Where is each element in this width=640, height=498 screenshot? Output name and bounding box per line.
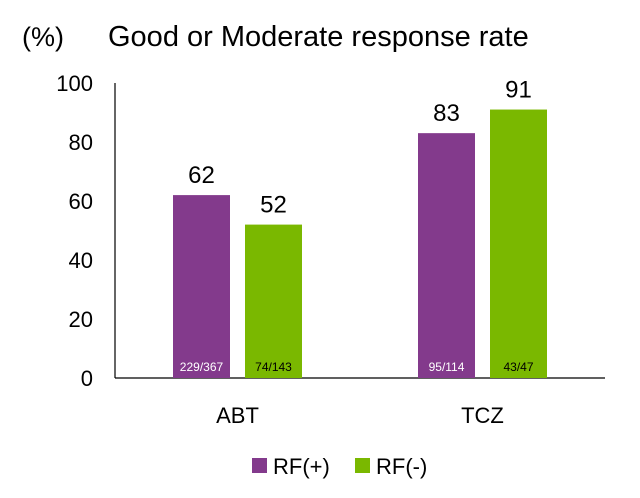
y-tick-label: 40 (69, 248, 93, 273)
y-tick-label: 0 (81, 366, 93, 391)
bar-value-label: 83 (433, 100, 460, 127)
bar-value-label: 52 (260, 192, 287, 219)
y-axis-unit-label: (%) (22, 22, 64, 52)
bar-value-label: 62 (188, 162, 215, 189)
legend-swatch (252, 458, 267, 473)
plot-area: 0 20 40 60 80 100 62 229/367 52 74/143 ABT 83 95/114… (56, 71, 605, 428)
legend-label: RF(+) (273, 454, 330, 479)
bar (490, 109, 547, 379)
y-tick-label: 20 (69, 307, 93, 332)
bar-value-label: 91 (505, 77, 532, 104)
legend-label: RF(-) (376, 454, 427, 479)
y-tick-label: 100 (56, 71, 93, 96)
legend-swatch (355, 458, 370, 473)
bar-count-label: 95/114 (429, 360, 465, 374)
x-tick-label: ABT (216, 403, 259, 428)
legend: RF(+) RF(-) (252, 454, 427, 479)
y-tick-label: 60 (69, 189, 93, 214)
bar (245, 224, 302, 378)
x-tick-label: TCZ (461, 403, 504, 428)
bar (418, 133, 475, 378)
bar-count-label: 74/143 (255, 360, 292, 374)
chart-title: Good or Moderate response rate (108, 21, 529, 53)
y-tick-label: 80 (69, 130, 93, 155)
bar (173, 195, 230, 378)
bar-count-label: 43/47 (503, 360, 533, 374)
bar-count-label: 229/367 (180, 360, 224, 374)
